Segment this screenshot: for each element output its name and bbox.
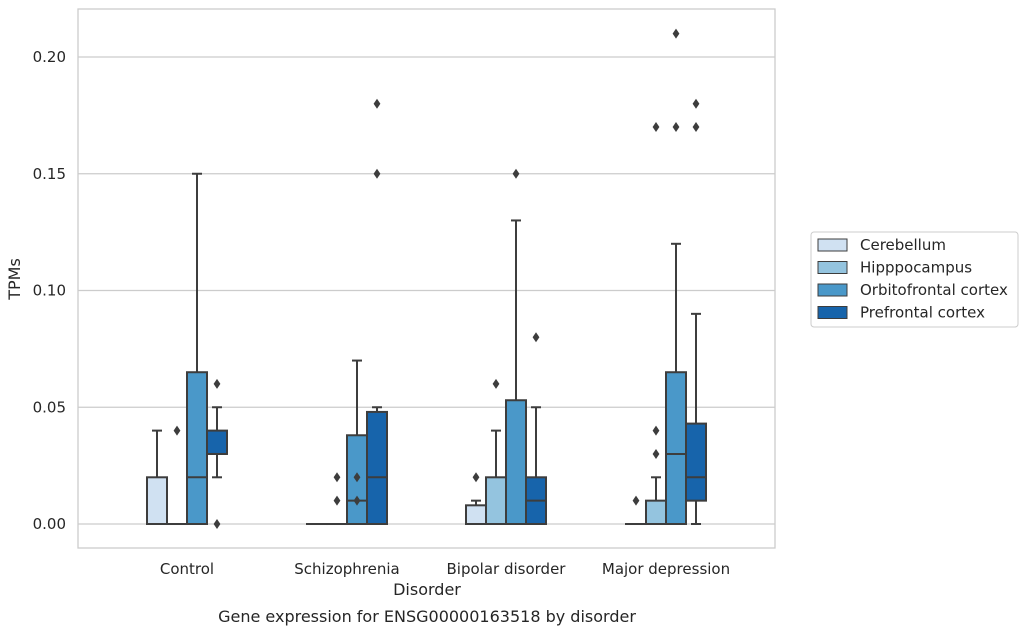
outlier-point xyxy=(173,425,181,436)
outlier-point xyxy=(472,472,480,483)
legend-swatch xyxy=(817,238,848,252)
y-tick-label: 0.10 xyxy=(33,282,66,300)
box-group xyxy=(485,378,507,525)
box-group xyxy=(685,98,707,525)
legend-label: Prefrontal cortex xyxy=(860,304,985,322)
legend-label: Orbitofrontal cortex xyxy=(860,281,1008,299)
outlier-point xyxy=(652,425,660,436)
box xyxy=(665,371,687,525)
outlier-point xyxy=(692,122,700,133)
box-group xyxy=(366,98,388,526)
box xyxy=(685,422,707,502)
y-tick-label: 0.00 xyxy=(33,515,66,533)
y-tick-labels: 0.00 0.05 0.10 0.15 0.20 xyxy=(33,48,66,533)
box-group xyxy=(326,472,348,526)
box xyxy=(186,371,208,525)
outlier-point xyxy=(632,495,640,506)
plot-area-frame xyxy=(77,8,776,549)
series-prefrontal-cortex xyxy=(206,98,707,529)
outlier-point xyxy=(373,98,381,109)
outlier-point xyxy=(213,519,221,529)
box xyxy=(465,504,487,526)
x-axis-label: Disorder xyxy=(393,580,461,599)
box xyxy=(505,399,527,525)
outlier-point xyxy=(492,378,500,389)
legend-label: Cerebellum xyxy=(860,236,946,254)
x-tick-label: Schizophrenia xyxy=(294,560,399,578)
box-group xyxy=(206,378,228,529)
y-tick-label: 0.05 xyxy=(33,398,66,416)
legend: Cerebellum Hipppocampus Orbitofrontal cort… xyxy=(810,231,1019,328)
box-group xyxy=(146,429,168,525)
box-group xyxy=(625,495,647,526)
outlier-point xyxy=(652,448,660,459)
box-groups xyxy=(146,28,707,529)
y-axis-label: TPMs xyxy=(5,258,24,301)
x-tick-label: Bipolar disorder xyxy=(447,560,567,578)
series-hipppocampus xyxy=(166,122,667,526)
series-cerebellum xyxy=(146,429,647,526)
x-tick-label: Control xyxy=(160,560,214,578)
box-group xyxy=(505,168,527,525)
x-tick-label: Major depression xyxy=(602,560,730,578)
box xyxy=(485,476,507,525)
outlier-point xyxy=(672,122,680,133)
outlier-point xyxy=(213,378,221,389)
outlier-point xyxy=(532,332,540,343)
outlier-point xyxy=(512,168,520,179)
legend-swatch xyxy=(817,283,848,297)
box-group xyxy=(346,359,368,525)
box xyxy=(146,476,168,525)
outlier-point xyxy=(353,495,361,506)
outlier-point xyxy=(652,122,660,133)
outlier-point xyxy=(333,472,341,483)
box xyxy=(206,429,228,455)
box-group xyxy=(525,332,547,525)
y-tick-label: 0.15 xyxy=(33,165,66,183)
box xyxy=(366,410,388,526)
outlier-point xyxy=(333,495,341,506)
box xyxy=(645,499,667,525)
outlier-point xyxy=(353,472,361,483)
outlier-point xyxy=(373,168,381,179)
box-group xyxy=(186,172,208,525)
legend-frame xyxy=(810,231,1019,328)
y-tick-label: 0.20 xyxy=(33,48,66,66)
legend-swatch xyxy=(817,261,848,274)
legend-label: Hipppocampus xyxy=(860,259,972,277)
series-orbitofrontal-cortex xyxy=(186,28,687,525)
x-tick-labels: Control Schizophrenia Bipolar disorder Majo… xyxy=(160,560,730,578)
outlier-point xyxy=(692,98,700,109)
outlier-point xyxy=(672,28,680,39)
chart-caption: Gene expression for ENSG00000163518 by d… xyxy=(218,607,636,626)
box-group xyxy=(166,425,188,526)
legend-swatch xyxy=(817,306,848,319)
